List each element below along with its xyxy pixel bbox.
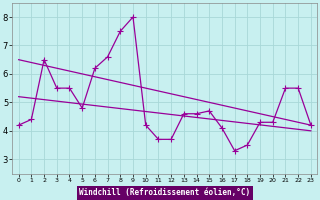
X-axis label: Windchill (Refroidissement éolien,°C): Windchill (Refroidissement éolien,°C) xyxy=(79,188,250,197)
